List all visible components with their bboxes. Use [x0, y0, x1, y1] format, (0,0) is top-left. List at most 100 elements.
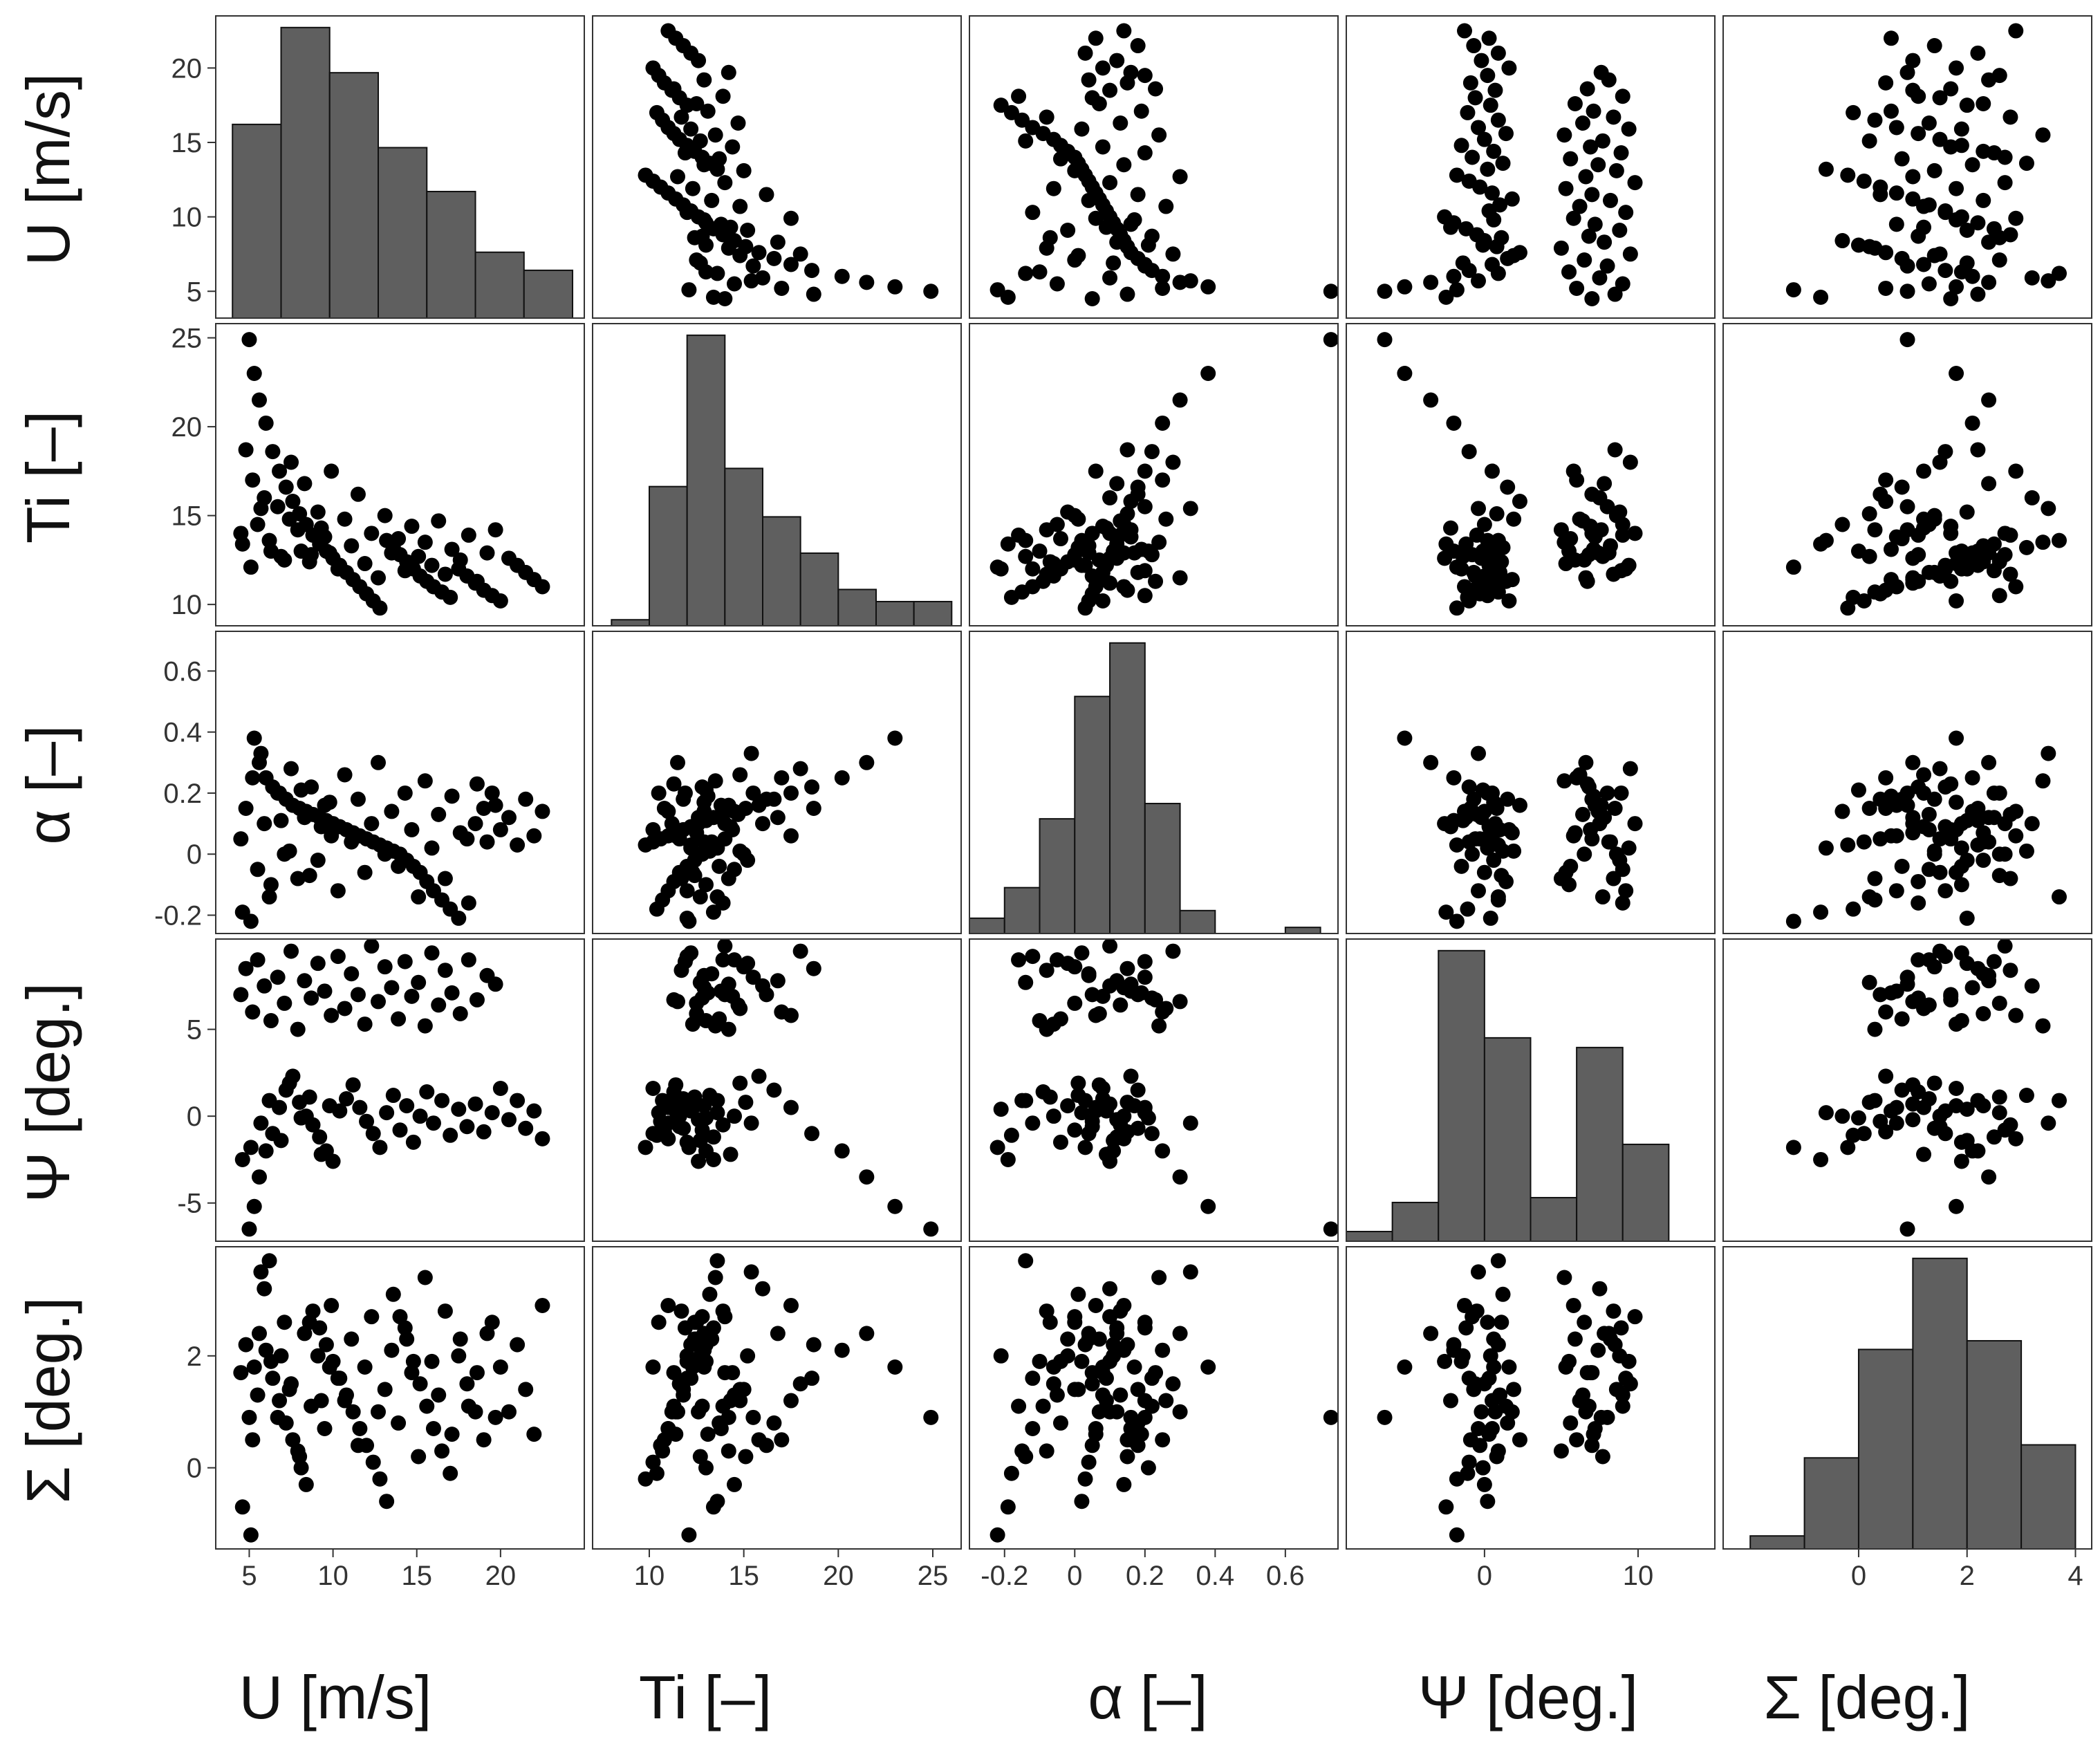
- point-r3-c4-40: [1883, 1103, 1899, 1119]
- point-r0-c4-9: [1834, 233, 1850, 249]
- point-r4-c0-19: [365, 1454, 381, 1470]
- point-r0-c2-72: [1113, 115, 1128, 131]
- point-r0-c4-46: [2024, 270, 2040, 286]
- ytick-label-3-2: 5: [187, 1015, 202, 1046]
- point-r0-c2-28: [1025, 120, 1041, 136]
- point-r4-c1-80: [705, 1499, 721, 1515]
- point-r2-c0-65: [384, 804, 400, 819]
- point-r4-c1-52: [770, 1326, 786, 1341]
- point-r2-c3-39: [1466, 791, 1482, 807]
- point-r3-c0-22: [385, 1088, 401, 1104]
- point-r4-c1-53: [694, 1398, 710, 1414]
- point-r3-c0-63: [371, 994, 387, 1010]
- point-r1-c4-79: [1899, 522, 1915, 538]
- point-r0-c4-21: [1818, 161, 1834, 177]
- point-r0-c4-5: [1916, 257, 1932, 272]
- point-r3-c2-79: [1123, 976, 1139, 992]
- point-r3-c2-68: [1095, 988, 1111, 1004]
- point-r0-c4-19: [1856, 173, 1872, 189]
- point-r0-c2-68: [1095, 139, 1111, 155]
- point-r4-c3-11: [1458, 1320, 1474, 1336]
- point-r2-c4-54: [1959, 853, 1975, 869]
- ytick-label-1-2: 20: [171, 412, 203, 443]
- point-r0-c3-83: [1490, 266, 1506, 281]
- point-r2-c0-52: [297, 810, 313, 826]
- point-r2-c4-24: [1976, 853, 1991, 869]
- point-r0-c3-62: [1627, 175, 1643, 191]
- point-r4-c1-62: [717, 1309, 733, 1325]
- point-r0-c2-52: [1109, 234, 1125, 250]
- point-r1-c0-71: [424, 557, 440, 573]
- point-r3-c0-51: [290, 1021, 306, 1037]
- point-r2-c3-48: [1599, 785, 1615, 801]
- point-r1-c2-43: [1119, 442, 1135, 458]
- point-r0-c4-2: [1981, 275, 1997, 290]
- point-r0-c4-76: [1911, 89, 1926, 104]
- point-r4-c3-1: [1397, 1359, 1413, 1375]
- point-r4-c1-20: [638, 1471, 653, 1487]
- point-r3-c2-78: [1081, 967, 1097, 983]
- point-r0-c4-70: [2035, 127, 2051, 143]
- point-r4-c3-80: [1438, 1499, 1454, 1515]
- point-r0-c2-30: [1003, 104, 1019, 120]
- point-r4-c2-76: [1011, 1398, 1027, 1414]
- point-r3-c0-36: [492, 1080, 508, 1096]
- point-r3-c0-65: [384, 980, 400, 996]
- point-r3-c2-1: [1200, 1198, 1216, 1214]
- panel-r4-c3: 0 10: [1346, 1246, 1716, 1591]
- point-r0-c4-1: [1949, 279, 1964, 295]
- hist-bar-0-3: [378, 147, 428, 319]
- point-r3-c4-51: [1867, 1021, 1883, 1037]
- point-r0-c4-72: [1921, 115, 1937, 131]
- point-r0-c1-78: [696, 72, 712, 88]
- point-r2-c4-67: [1986, 785, 2002, 801]
- point-r2-c4-1: [1949, 730, 1964, 746]
- point-r4-c3-35: [1480, 1315, 1496, 1330]
- ytick-label-4-1: 2: [187, 1341, 202, 1372]
- point-r0-c4-75: [1976, 96, 1991, 112]
- point-r2-c0-76: [461, 895, 476, 911]
- point-r1-c4-43: [1970, 442, 1986, 458]
- point-r4-c0-22: [385, 1286, 401, 1302]
- point-r0-c4-54: [1959, 222, 1975, 238]
- point-r0-c3-39: [1466, 38, 1482, 54]
- point-r1-c0-62: [364, 526, 380, 541]
- point-r4-c0-70: [417, 1270, 433, 1285]
- point-r2-c3-37: [1474, 810, 1489, 826]
- point-r1-c4-73: [2003, 566, 2018, 582]
- point-r0-c1-77: [666, 81, 682, 97]
- point-r1-c0-1: [246, 365, 262, 381]
- point-r1-c3-77: [1579, 573, 1595, 589]
- point-r2-c0-57: [330, 883, 346, 899]
- point-r4-c0-69: [411, 1449, 427, 1465]
- point-r0-c1-56: [783, 210, 799, 226]
- point-r3-c1-50: [792, 943, 808, 959]
- point-r2-c3-82: [1470, 745, 1486, 761]
- point-r2-c4-27: [1911, 873, 1926, 889]
- point-r2-c1-82: [743, 745, 759, 761]
- point-r1-c4-82: [2041, 501, 2056, 517]
- panel-r3-c0: -5 0 5: [177, 938, 585, 1242]
- point-r2-c0-89: [322, 795, 337, 810]
- panel-r4-c4: 0 2 4: [1722, 1246, 2092, 1591]
- point-r4-c2-31: [993, 1348, 1009, 1364]
- point-r2-c4-41: [2008, 804, 2024, 819]
- point-r3-c2-85: [1070, 1075, 1086, 1091]
- point-r4-c3-82: [1470, 1264, 1486, 1280]
- point-r3-c2-86: [1140, 1110, 1156, 1126]
- point-r2-c4-85: [1926, 843, 1942, 859]
- point-r3-c0-50: [284, 943, 299, 959]
- point-r4-c3-74: [1586, 1427, 1601, 1442]
- ytick-label-2-2: 0.2: [163, 779, 202, 809]
- panel-r1-c0: 10 15 20 25: [171, 323, 585, 626]
- point-r1-c0-58: [337, 511, 353, 527]
- point-r4-c1-60: [759, 1438, 774, 1454]
- point-r4-c3-61: [1558, 1359, 1574, 1375]
- point-r1-c4-5: [1916, 463, 1932, 479]
- point-r2-c3-3: [1446, 770, 1462, 786]
- point-r1-c0-80: [234, 536, 250, 552]
- point-r4-c0-88: [313, 1393, 329, 1409]
- point-r4-c3-85: [1506, 1382, 1522, 1397]
- point-r0-c3-53: [1581, 228, 1597, 244]
- point-r4-c3-69: [1595, 1449, 1610, 1465]
